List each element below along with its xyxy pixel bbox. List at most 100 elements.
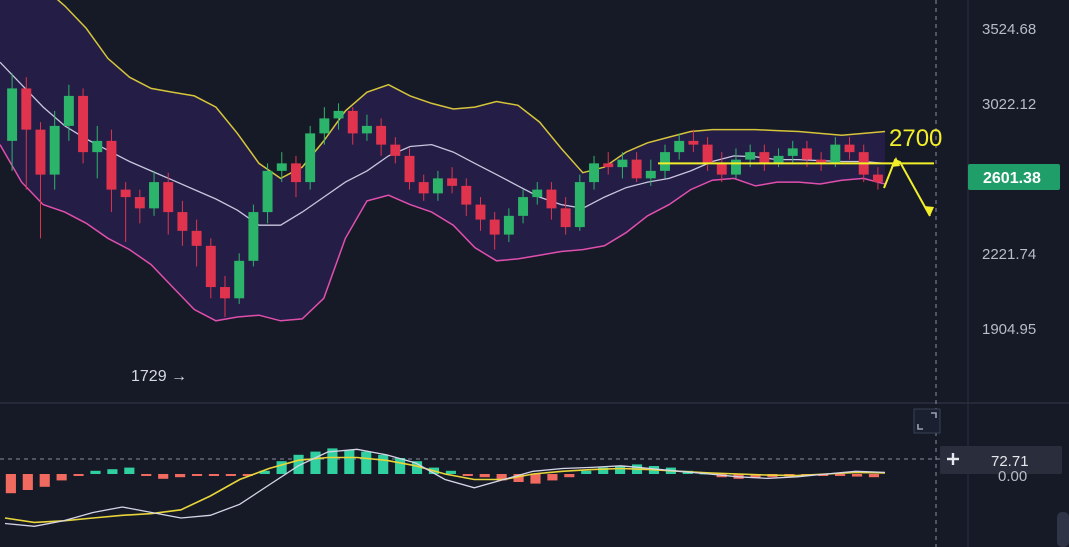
macd-histogram-bar	[242, 474, 253, 476]
macd-histogram-bar	[208, 474, 220, 476]
macd-histogram-bar	[73, 474, 84, 476]
candle-body	[518, 197, 529, 216]
candle-body	[617, 159, 628, 168]
macd-histogram-bar	[411, 461, 423, 474]
band-middle-line	[0, 61, 886, 226]
macd-histogram-bar	[225, 474, 236, 476]
macd-histogram-bar	[818, 474, 829, 476]
candle-body	[7, 88, 18, 141]
candle-body	[745, 152, 756, 160]
candle-body	[248, 212, 259, 261]
candle-body	[816, 159, 827, 164]
macd-histogram-bar	[90, 470, 101, 474]
candle-body	[35, 129, 46, 175]
candle-body	[560, 208, 571, 228]
macd-histogram-bar	[107, 469, 118, 474]
candle-body	[447, 178, 458, 186]
candle-body	[305, 133, 316, 183]
candle-body	[418, 182, 429, 194]
current-price-value: 2601.38	[983, 170, 1041, 187]
price-axis: 3524.68 3022.12 2221.74 1904.95	[982, 21, 1036, 338]
candle-body	[546, 189, 557, 209]
candle-body	[660, 152, 670, 171]
candle-body	[489, 219, 500, 235]
candle-body	[291, 163, 301, 183]
candlestick-series	[7, 73, 883, 318]
indicator-zero-label: 0.00	[998, 468, 1027, 485]
price-axis-label: 2221.74	[982, 246, 1036, 263]
expand-icon[interactable]	[913, 408, 941, 434]
candle-body	[21, 88, 32, 130]
projection-path	[883, 158, 931, 217]
current-price-tag: 2601.38	[968, 164, 1060, 190]
candle-body	[347, 110, 358, 134]
candle-body	[262, 170, 273, 213]
macd-histogram-bar	[564, 474, 575, 478]
macd-pane	[4, 448, 886, 527]
pane-scrollbar[interactable]	[1057, 512, 1069, 547]
macd-histogram-bar	[22, 474, 33, 490]
macd-histogram-bar	[327, 448, 338, 474]
candle-body	[603, 163, 614, 168]
candle-body	[731, 159, 741, 175]
macd-histogram-bar	[175, 474, 186, 478]
macd-histogram-bar	[378, 454, 389, 474]
candle-body	[49, 125, 60, 175]
candle-body	[830, 144, 841, 164]
candle-body	[574, 182, 585, 228]
candle-body	[149, 182, 159, 209]
candle-body	[432, 178, 443, 194]
plus-icon[interactable]	[944, 449, 964, 469]
macd-histogram-bar	[276, 461, 287, 474]
candle-body	[532, 189, 543, 198]
candle-body	[475, 204, 486, 220]
candle-body	[702, 144, 713, 164]
candle-body	[716, 163, 727, 175]
macd-histogram-bar	[598, 467, 609, 474]
candle-body	[674, 140, 685, 153]
macd-histogram-bar	[259, 470, 270, 474]
macd-histogram-bar	[868, 474, 880, 478]
candle-body	[801, 148, 812, 160]
candle-body	[220, 287, 230, 299]
candle-body	[163, 182, 174, 213]
macd-histogram-bar	[851, 474, 863, 477]
candle-body	[106, 140, 117, 190]
candle-body	[205, 245, 216, 288]
candle-body	[376, 125, 387, 145]
candle-body	[191, 230, 202, 246]
candle-body	[844, 144, 855, 153]
projection-arrowhead	[891, 157, 900, 167]
candle-body	[631, 159, 642, 179]
indicator-value-tag: 72.71	[991, 453, 1029, 470]
candle-body	[234, 260, 245, 299]
macd-histogram-bar	[310, 451, 321, 474]
resistance-level-label: 2700	[889, 125, 942, 152]
candle-body	[92, 140, 103, 153]
candle-body	[759, 152, 770, 164]
macd-histogram-bar	[462, 474, 473, 476]
candle-body	[787, 148, 798, 156]
annotations	[658, 157, 934, 217]
macd-histogram-bar	[479, 474, 490, 478]
candle-body	[276, 163, 287, 171]
macd-histogram-bar	[141, 474, 152, 476]
candle-body	[333, 110, 344, 119]
macd-histogram-bar	[581, 470, 592, 474]
macd-histogram-bar	[530, 474, 541, 484]
macd-histogram-bar	[124, 467, 135, 474]
candle-body	[63, 95, 74, 126]
macd-histogram-bar	[191, 474, 203, 476]
macd-histogram-bar	[513, 474, 524, 482]
macd-histogram-bar	[39, 474, 50, 487]
candle-body	[404, 155, 415, 183]
price-axis-label: 1904.95	[982, 321, 1036, 338]
macd-histogram-bar	[835, 474, 846, 476]
macd-histogram-bar	[496, 474, 507, 481]
low-price-marker: 1729 →	[131, 368, 187, 385]
bollinger-bands	[0, 0, 886, 322]
candle-body	[589, 163, 599, 183]
band-upper-line	[56, 0, 886, 180]
macd-histogram-bar	[344, 450, 355, 474]
